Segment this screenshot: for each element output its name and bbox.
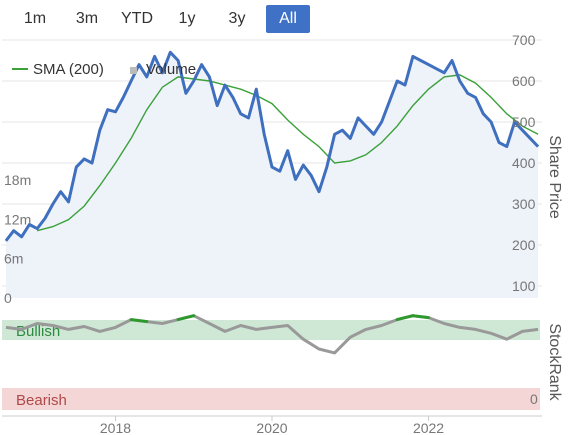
- legend-volume-swatch: [130, 67, 137, 74]
- bearish-label: Bearish: [16, 392, 67, 409]
- volume-tick-label: 12m: [4, 211, 31, 227]
- volume-axis: 18m 12m 6m 0: [4, 172, 31, 306]
- stockrank-bullish-segment: [395, 314, 415, 322]
- price-tick-label: 200: [512, 237, 536, 253]
- range-button-3m[interactable]: 3m: [75, 10, 99, 27]
- range-button-ytd[interactable]: YTD: [121, 10, 153, 27]
- legend-sma-label: SMA (200): [33, 61, 104, 78]
- stockrank-bullish-segment: [411, 314, 431, 320]
- stockrank-bullish-segments: [129, 314, 431, 324]
- x-tick-label: 2020: [256, 420, 287, 435]
- bearish-zone: [2, 388, 540, 410]
- price-tick-label: 100: [512, 278, 536, 294]
- stockrank-bullish-segment: [176, 314, 196, 322]
- price-tick-label: 600: [512, 73, 536, 89]
- x-tick-label: 2018: [100, 420, 131, 435]
- price-axis: 700 600 500 400 300 200 100: [512, 32, 536, 294]
- range-button-all[interactable]: All: [266, 5, 310, 33]
- volume-tick-label: 0: [4, 290, 12, 306]
- price-tick-label: 300: [512, 196, 536, 212]
- stockrank-bullish-segment: [129, 318, 149, 324]
- stockrank-line: [5, 314, 539, 355]
- x-axis: 2018 2020 2022: [100, 416, 444, 435]
- share-price-axis-title: Share Price: [546, 135, 563, 219]
- sma-line: [37, 74, 539, 232]
- price-tick-label: 400: [512, 155, 536, 171]
- stockrank-zero-tick: 0: [530, 391, 538, 407]
- range-button-1y[interactable]: 1y: [178, 10, 196, 27]
- range-button-1m[interactable]: 1m: [23, 10, 47, 27]
- price-tick-label: 700: [512, 32, 536, 48]
- legend-volume-label: Volume: [146, 61, 196, 78]
- bullish-zone: [2, 320, 540, 340]
- stockrank-axis-title: StockRank: [546, 323, 563, 401]
- range-button-3y[interactable]: 3y: [228, 10, 246, 27]
- x-tick-label: 2022: [413, 420, 444, 435]
- legend: SMA (200) Volume: [12, 61, 196, 78]
- volume-tick-label: 6m: [4, 251, 23, 267]
- price-tick-label: 500: [512, 114, 536, 130]
- volume-tick-label: 18m: [4, 172, 31, 188]
- share-price-line: [4, 50, 540, 242]
- price-area-fill: [5, 52, 539, 298]
